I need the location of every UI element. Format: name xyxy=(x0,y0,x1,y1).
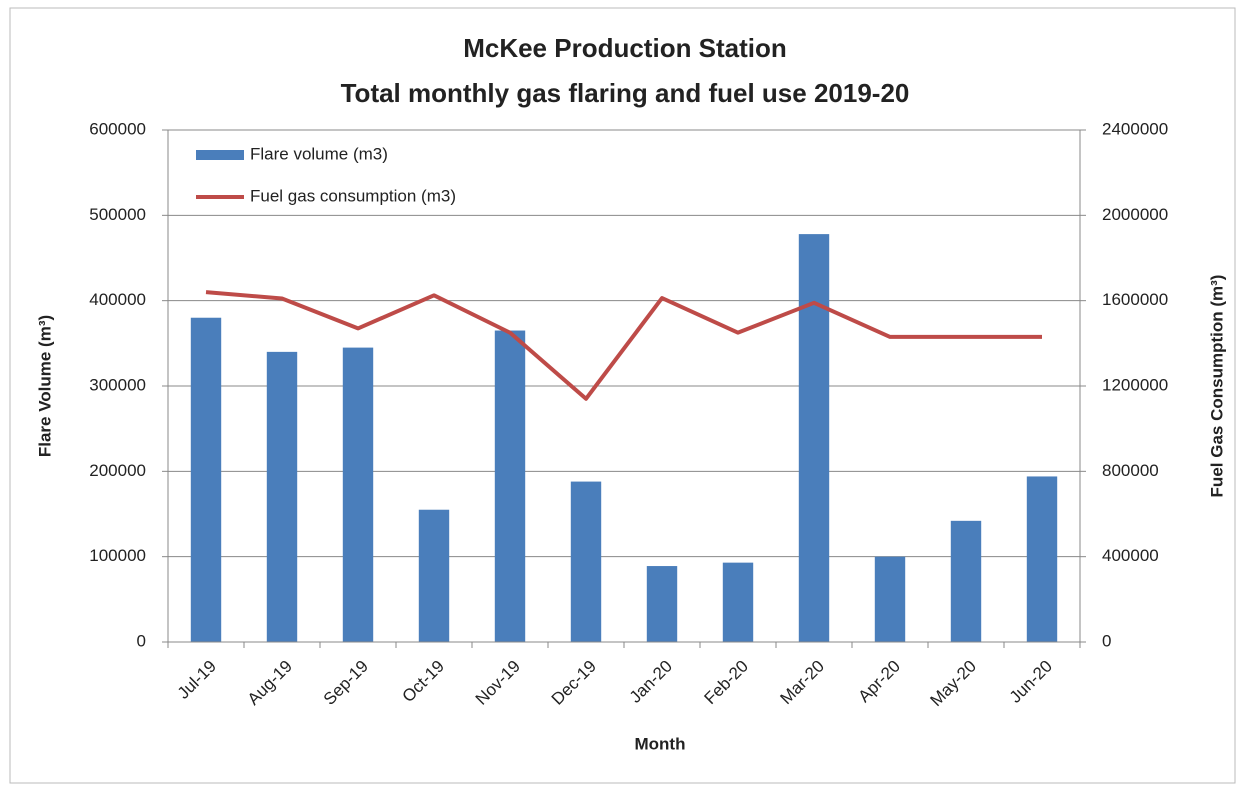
legend-label: Flare volume (m3) xyxy=(250,144,388,163)
y2-tick-label: 1600000 xyxy=(1102,290,1168,309)
line xyxy=(205,290,1042,401)
y2-tick-label: 400000 xyxy=(1102,546,1159,565)
bar xyxy=(950,520,982,642)
bar xyxy=(190,317,222,642)
bar xyxy=(874,556,906,642)
y2-tick-label: 2000000 xyxy=(1102,205,1168,224)
y2-axis-label: Fuel Gas Consumption (m³) xyxy=(1207,275,1226,498)
chart-subtitle: Total monthly gas flaring and fuel use 2… xyxy=(341,78,910,108)
y-tick-label: 300000 xyxy=(89,375,146,394)
bar xyxy=(418,509,450,642)
y2-tick-label: 2400000 xyxy=(1102,119,1168,138)
y-tick-label: 600000 xyxy=(89,119,146,138)
legend-label: Fuel gas consumption (m3) xyxy=(250,186,456,205)
bar xyxy=(798,234,830,642)
y2-tick-label: 800000 xyxy=(1102,461,1159,480)
y-tick-label: 400000 xyxy=(89,290,146,309)
y-tick-label: 100000 xyxy=(89,546,146,565)
y-tick-label: 200000 xyxy=(89,461,146,480)
bar xyxy=(1026,476,1058,642)
bar xyxy=(646,566,678,642)
bar xyxy=(342,347,374,642)
y-tick-label: 500000 xyxy=(89,205,146,224)
y-axis-label: Flare Volume (m³) xyxy=(35,315,54,457)
y2-tick-label: 1200000 xyxy=(1102,375,1168,394)
chart-title: McKee Production Station xyxy=(463,33,787,63)
bar xyxy=(722,562,754,642)
y-tick-label: 0 xyxy=(137,631,146,650)
y2-tick-label: 0 xyxy=(1102,631,1111,650)
bar xyxy=(266,351,298,642)
bar xyxy=(494,330,526,642)
x-axis-label: Month xyxy=(635,734,686,753)
bar xyxy=(570,481,602,642)
legend-swatch xyxy=(196,150,244,160)
